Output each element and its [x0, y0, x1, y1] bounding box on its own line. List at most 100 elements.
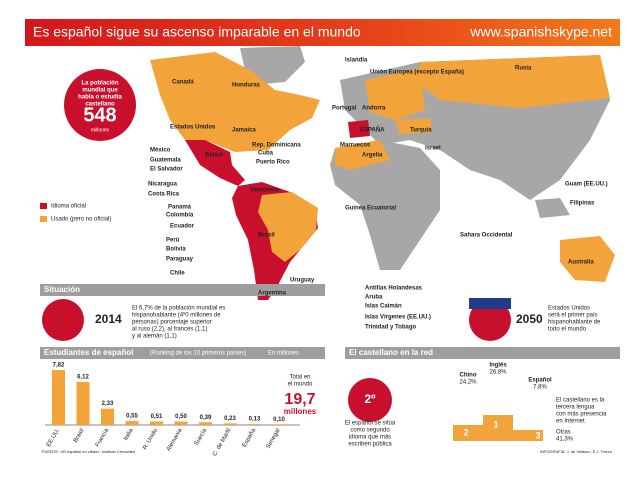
map-label: Brasil — [258, 233, 275, 239]
map-label: Paraguay — [166, 257, 194, 263]
map-label: Antillas Holandesas — [365, 286, 423, 292]
european-union — [365, 68, 425, 120]
section-title: Situación — [44, 285, 80, 294]
badge-value: 548 — [83, 104, 116, 126]
podium-place: 3 — [535, 430, 540, 440]
map-label: Argelia — [362, 153, 383, 159]
total-value: 19,7 — [284, 391, 315, 408]
category-label: Brasil — [73, 428, 86, 444]
red-text: como segundo — [350, 428, 390, 434]
podium-place: 2 — [463, 427, 468, 437]
map-label: Islas Vírgenes (EE.UU.) — [365, 315, 431, 321]
rank-badge — [348, 378, 392, 422]
map-label: Argentina — [258, 291, 287, 297]
map-label: Canadá — [172, 80, 194, 86]
map-label: Uruguay — [290, 278, 315, 284]
credit: INFOGRAFÍA: J. de Velasco, E.J. Torres — [540, 449, 612, 454]
chart-subtitle: (Ranking de los 10 primeros países) — [150, 351, 246, 357]
map-label: Marruecos — [340, 143, 371, 149]
category-label: Suecia — [194, 427, 209, 446]
map-label: Venezuela — [250, 188, 280, 194]
category-label: Francia — [95, 427, 111, 448]
mexico — [185, 140, 245, 186]
map-label: Islandia — [345, 58, 368, 64]
source: FUENTE: «El español en cifras». Institut… — [42, 449, 135, 454]
bar — [52, 370, 65, 425]
value-label: 0,39 — [200, 415, 212, 421]
map-label: El Salvador — [150, 167, 183, 173]
podium-name: Chino — [460, 373, 477, 379]
podium-step — [483, 415, 513, 441]
north-africa — [335, 140, 390, 170]
value-label: 0,50 — [175, 414, 187, 420]
map-label: Nicaragua — [148, 182, 178, 188]
bar — [223, 423, 237, 425]
red-text: en Internet — [556, 419, 585, 425]
total-unit: millones — [284, 407, 317, 416]
situacion-text: y al alemán (1,1) — [132, 334, 177, 340]
bar — [76, 381, 90, 425]
turkey — [395, 118, 432, 134]
map-label: Honduras — [232, 83, 261, 89]
section-bar — [345, 347, 620, 359]
bar — [125, 421, 139, 425]
category-label: Senegal — [265, 428, 281, 450]
map-label: Israel — [425, 146, 441, 152]
map-label: Turquía — [410, 128, 432, 134]
otras-label: Otras — [556, 430, 571, 436]
year: 2014 — [95, 312, 122, 326]
category-label: C. de Marfil — [212, 428, 233, 458]
year: 2050 — [516, 312, 543, 326]
podium-pct: 7,8% — [533, 385, 547, 391]
bar — [174, 421, 188, 425]
map-label: Sahara Occidental — [460, 233, 513, 239]
category-label: Alemania — [166, 427, 184, 452]
map-label: Belice — [205, 153, 223, 159]
map-label: Unión Europea (excepto España) — [370, 70, 464, 76]
bar — [199, 422, 212, 425]
section-bar — [40, 347, 325, 359]
southeast-asia — [535, 198, 570, 218]
usa-flag-icon — [469, 299, 511, 341]
map-label: Islas Caimán — [365, 304, 402, 310]
category-label: EE.UU. — [46, 428, 61, 449]
red-text: El español se sitúa — [345, 421, 396, 427]
category-label: R. Unido — [142, 427, 159, 451]
section-title: El castellano en la red — [349, 348, 433, 357]
value-label: 0,23 — [224, 416, 236, 422]
map-label: Portugal — [332, 106, 357, 112]
badge-text: La población — [81, 81, 118, 87]
map-label: Puerto Rico — [256, 160, 290, 166]
header-bar — [25, 19, 620, 46]
red-text: escriben pública — [348, 442, 392, 448]
badge-text: castellano — [85, 102, 115, 108]
value-label: 0,51 — [151, 414, 163, 420]
australia — [560, 236, 615, 282]
badge — [64, 69, 136, 141]
world-map — [150, 46, 615, 300]
situacion-text: al ruso (2,2), al francés (1,1) — [132, 327, 207, 333]
situacion-text: personas) porcentaje superior — [132, 320, 212, 326]
situacion-text: Estados Unidos — [548, 306, 590, 312]
bar — [272, 424, 286, 425]
legend-label: Usado (pero no oficial) — [51, 217, 111, 223]
situacion-text: El 6,7% de la población mundial es — [132, 306, 225, 312]
map-label: Filipinas — [570, 201, 595, 207]
map-label: Trinidad y Tobago — [365, 325, 417, 331]
map-label: Rep. Dominicana — [252, 143, 301, 149]
greenland — [240, 46, 305, 84]
total-text: el mundo — [288, 382, 313, 388]
red-text: idioma que más — [349, 435, 391, 441]
bar — [101, 408, 114, 425]
red-text: El castellano es la — [556, 398, 605, 404]
map-label: Perú — [166, 238, 180, 244]
map-label: Estados Unidos — [170, 125, 216, 131]
map-label: Australia — [568, 260, 594, 266]
spain — [348, 120, 370, 138]
brazil — [258, 192, 318, 262]
total-text: Total en — [289, 375, 310, 381]
header-url: www.spanishskype.net — [469, 24, 612, 40]
podium-name: Español — [528, 378, 552, 384]
badge-unit: millones — [91, 127, 110, 133]
map-label: Guatemala — [150, 158, 181, 164]
